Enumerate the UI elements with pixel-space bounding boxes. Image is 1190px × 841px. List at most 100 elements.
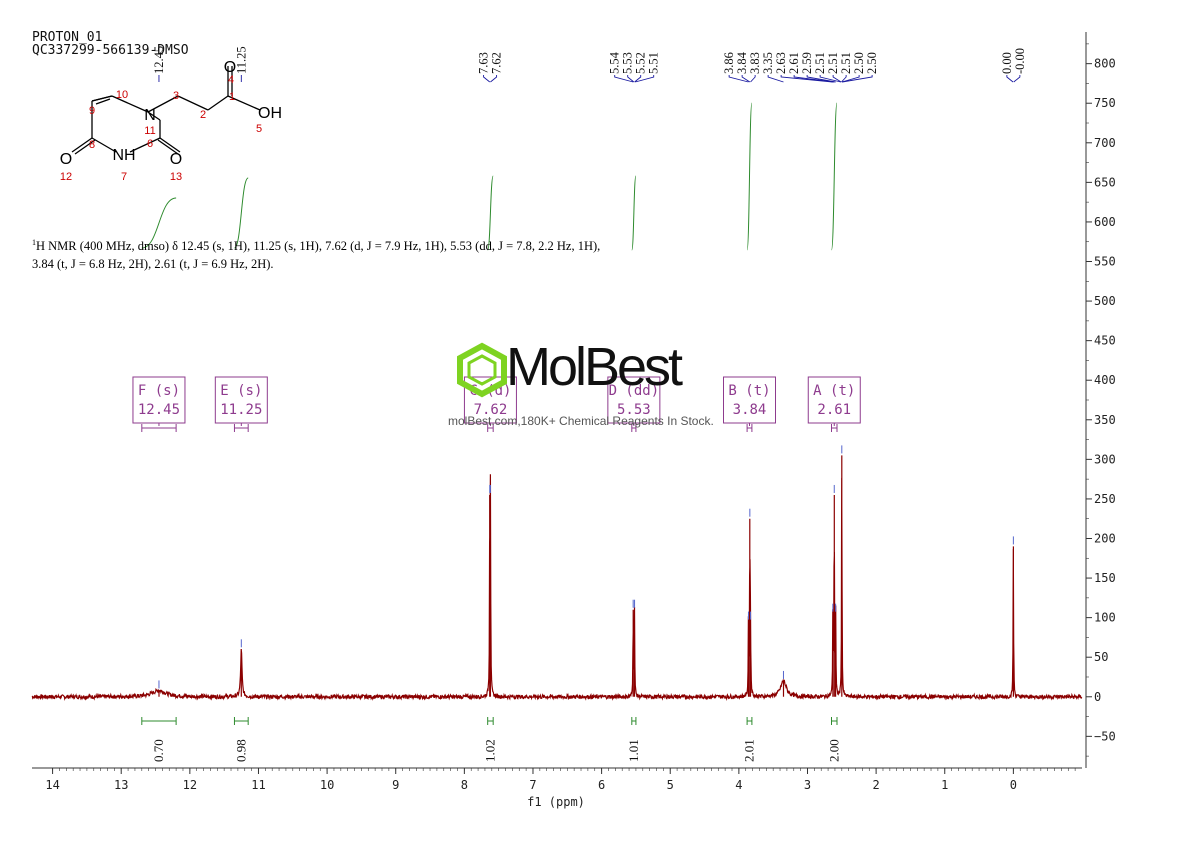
carbon-number: 6 (147, 138, 153, 150)
y-tick-label: 500 (1094, 294, 1116, 308)
spectrum (31, 445, 1083, 701)
atom-number: 5 (256, 123, 262, 135)
x-tick-label: 3 (804, 778, 811, 792)
multiplet-shift: 11.25 (220, 402, 262, 418)
x-tick-label: 8 (461, 778, 468, 792)
integral-value: 1.01 (626, 739, 641, 762)
carbon-number: 2 (200, 109, 206, 121)
x-axis: 14 13 12 11 10 9 8 7 6 5 4 3 2 1 0 (32, 767, 1082, 792)
x-axis-label: f1 (ppm) (527, 795, 585, 809)
peak-label-leader (806, 75, 836, 83)
header-line-1: PROTON_01 (32, 30, 103, 45)
atom-number: 11 (144, 125, 155, 137)
chemical-bond (147, 111, 161, 121)
peak-label-leader (614, 75, 634, 83)
y-tick-label: 700 (1094, 136, 1116, 150)
integral-value: 2.01 (742, 739, 757, 762)
y-tick-label: 250 (1094, 492, 1116, 506)
peak-label: 5.52 (634, 52, 648, 74)
x-tick-label: 10 (320, 778, 334, 792)
peak-label: 2.51 (839, 52, 853, 74)
nmr-superscript: 1 (32, 238, 36, 247)
x-tick-label: 7 (529, 778, 536, 792)
peak-label: 2.61 (787, 52, 801, 74)
multiplet-label: D (dd) (609, 383, 660, 399)
peak-label: 3.83 (748, 52, 762, 74)
chemical-bond (177, 95, 209, 111)
y-tick-label: 150 (1094, 571, 1116, 585)
peak-label-leader (483, 75, 491, 83)
peak-label: -0.00 (1013, 48, 1027, 74)
peak-label-leader (841, 75, 860, 83)
y-tick-label: 800 (1094, 57, 1116, 71)
carbon-number: 8 (89, 139, 95, 151)
atom-label: NH (112, 147, 135, 164)
peak-label-leader (793, 75, 835, 83)
x-tick-label: 4 (735, 778, 742, 792)
multiplet-shift: 2.61 (817, 402, 851, 418)
nmr-description: 1H NMR (400 MHz, dmso) δ 12.45 (s, 1H), … (32, 234, 602, 273)
y-tick-label: 600 (1094, 215, 1116, 229)
x-tick-label: 1 (941, 778, 948, 792)
y-tick-label: 450 (1094, 334, 1116, 348)
x-tick-label: 9 (392, 778, 399, 792)
atom-number: 7 (121, 171, 127, 183)
carbon-number: 3 (173, 90, 179, 102)
peak-label: 7.63 (477, 52, 491, 74)
peak-label: 2.51 (826, 52, 840, 74)
peak-label-leader (819, 75, 841, 83)
multiplet-shift: 7.62 (474, 402, 508, 418)
peak-labels: 12.45 11.25 7.63 7.62 5.54 5.53 5.52 5.51 3.86 3.… (152, 46, 1027, 83)
chemical-bond (129, 137, 161, 153)
x-tick-label: 5 (667, 778, 674, 792)
integral-bars: 0.70 0.98 1.02 1.01 2.01 2.00 (141, 717, 841, 762)
atom-label: O (60, 151, 72, 168)
x-tick-label: 0 (1010, 778, 1017, 792)
peak-label: 3.35 (761, 52, 775, 74)
integral-curve (831, 102, 838, 251)
integral-value: 0.98 (233, 739, 248, 762)
peak-label: 2.50 (852, 52, 866, 74)
peak-label: 5.54 (608, 51, 622, 74)
integral-curve (233, 177, 249, 249)
y-tick-label: 400 (1094, 373, 1116, 387)
integral-curve (141, 197, 177, 249)
multiplet-shift: 12.45 (138, 402, 180, 418)
x-tick-label: 12 (183, 778, 197, 792)
integral-value: 0.70 (151, 739, 166, 762)
peak-label: 7.62 (490, 52, 504, 74)
y-tick-label: 550 (1094, 255, 1116, 269)
watermark-brand: MolBest (506, 337, 683, 397)
carbon-number: 9 (89, 105, 95, 117)
atom-label: N (144, 107, 156, 124)
peak-label: 2.59 (800, 52, 814, 74)
peak-label: 2.51 (813, 52, 827, 74)
peak-label-leader (728, 75, 749, 83)
chemical-bond (91, 95, 113, 102)
carbon-number: 1 (229, 91, 235, 103)
peak-label-leader (767, 75, 784, 83)
multiplet-label: F (s) (138, 383, 180, 399)
nmr-description-text: H NMR (400 MHz, dmso) δ 12.45 (s, 1H), 1… (32, 239, 601, 272)
chemical-bond (95, 98, 111, 105)
y-tick-label: 200 (1094, 531, 1116, 545)
peak-label-leader (750, 75, 756, 83)
integral-value: 2.00 (826, 739, 841, 762)
y-tick-label: 50 (1094, 650, 1108, 664)
x-tick-label: 6 (598, 778, 605, 792)
y-axis: −50 0 50 100 150 200 250 300 350 400 450 500 550 600 6… (1085, 32, 1116, 768)
peak-label: 2.63 (774, 52, 788, 74)
peak-label: 2.50 (865, 52, 879, 74)
atom-number: 4 (228, 74, 234, 86)
chemical-bond (157, 139, 179, 155)
chemical-bond (227, 95, 261, 111)
chemical-bond (147, 95, 179, 113)
chemical-bond (111, 95, 149, 113)
multiplet-label: E (s) (220, 383, 262, 399)
x-tick-label: 13 (114, 778, 128, 792)
multiplet-shift: 5.53 (617, 402, 651, 418)
chemical-bond (159, 137, 181, 153)
peak-label: 12.45 (152, 46, 166, 74)
chemical-bond (74, 139, 96, 155)
